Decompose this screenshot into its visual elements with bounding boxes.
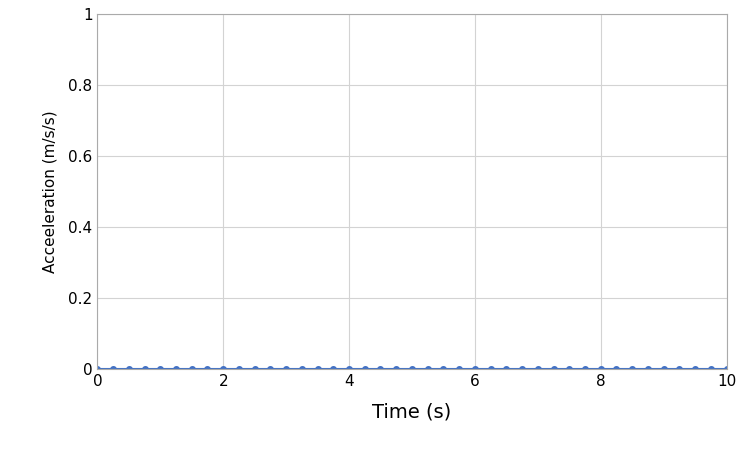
X-axis label: Time (s): Time (s): [372, 403, 452, 422]
Y-axis label: Acceeleration (m/s/s): Acceeleration (m/s/s): [42, 110, 57, 273]
